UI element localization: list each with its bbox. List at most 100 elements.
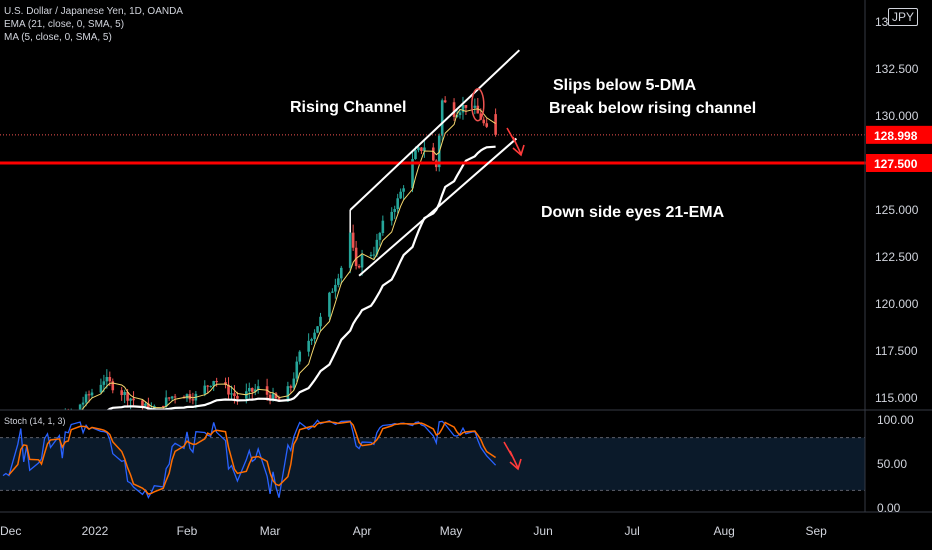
candle-body <box>230 393 233 395</box>
candle-body <box>298 351 302 362</box>
candle-body <box>120 390 123 396</box>
candle-body <box>354 247 358 266</box>
candle-body <box>440 100 444 136</box>
time-tick-label: Aug <box>713 524 734 538</box>
candle-body <box>334 284 337 292</box>
candle-body <box>274 393 278 399</box>
candle-body <box>99 384 103 393</box>
candle-body <box>167 397 171 399</box>
candle-body <box>132 398 135 401</box>
candle-body <box>378 233 382 240</box>
stoch-legend: Stoch (14, 1, 3) <box>4 416 66 426</box>
stoch-tick-label: 50.00 <box>877 457 907 471</box>
time-tick-label: Sep <box>805 524 827 538</box>
candle-body <box>292 378 296 388</box>
candle-body <box>414 150 417 160</box>
candle-body <box>461 104 465 113</box>
candle-body <box>494 114 497 135</box>
candle-body <box>256 386 260 390</box>
candle-body <box>417 147 420 151</box>
candle-body <box>141 400 144 406</box>
break-channel-annotation: Break below rising channel <box>549 100 757 117</box>
candle-body <box>372 254 376 256</box>
currency-button[interactable]: JPY <box>887 8 918 26</box>
candle-body <box>233 393 236 397</box>
price-tick-label: 117.500 <box>875 344 918 358</box>
candle-body <box>423 147 426 151</box>
candle-body <box>203 385 207 394</box>
candle-body <box>319 316 322 327</box>
candle-body <box>289 386 293 388</box>
candle-body <box>396 198 399 210</box>
time-tick-label: May <box>440 524 463 538</box>
channel-upper-line[interactable] <box>349 49 521 211</box>
last-price-badge <box>866 125 932 144</box>
candle-body <box>84 394 88 403</box>
candle-body <box>337 278 340 285</box>
candle-body <box>431 147 435 161</box>
candle-body <box>390 211 394 221</box>
candle-body <box>108 376 112 382</box>
stochastic-pane[interactable] <box>0 410 865 512</box>
candle-body <box>476 105 480 114</box>
candle-body <box>102 381 106 385</box>
price-plot <box>0 96 865 410</box>
candle-body <box>78 404 82 410</box>
candle-body <box>464 104 468 108</box>
candle-body <box>331 291 334 293</box>
candle-body <box>161 405 165 407</box>
stoch-d-line <box>8 420 497 495</box>
time-tick-label: Apr <box>353 524 372 538</box>
last-price-label: 128.998 <box>874 129 918 143</box>
symbol-title: U.S. Dollar / Japanese Yen, 1D, OANDA <box>4 6 183 17</box>
candle-body <box>224 382 227 385</box>
stoch-tick-label: 100.00 <box>877 413 914 427</box>
stoch-down-arrow-head <box>509 458 522 471</box>
time-tick-label: Mar <box>260 524 281 538</box>
axes: 115.000 117.500 120.000 122.500 125.000 130.0… <box>0 0 932 538</box>
candle-body <box>206 385 210 387</box>
candle-body <box>144 403 147 406</box>
candle-body <box>485 123 489 127</box>
candle-body <box>351 232 355 248</box>
candle-body <box>339 267 343 279</box>
candle-body <box>473 105 477 108</box>
candle-body <box>393 209 397 212</box>
candle-body <box>173 396 177 398</box>
candle-body <box>458 112 462 116</box>
time-tick-label: Dec <box>0 524 21 538</box>
candle-body <box>482 119 486 124</box>
time-tick-label: Jun <box>533 524 552 538</box>
slips-below-annotation: Slips below 5-DMA <box>553 77 697 94</box>
candle-body <box>185 394 189 399</box>
candle-body <box>411 159 414 189</box>
top-highlight-ellipse <box>471 87 485 122</box>
channel-lower-line[interactable] <box>358 137 518 277</box>
candle-body <box>191 399 195 401</box>
candle-body <box>209 385 213 387</box>
candle-body <box>271 393 275 401</box>
candle-body <box>170 396 174 399</box>
candle-body <box>443 100 447 103</box>
stoch-down-arrow-stroke <box>503 441 519 469</box>
candle-body <box>328 292 331 317</box>
candle-body <box>105 376 109 382</box>
ema21-line <box>106 145 496 410</box>
candle-body <box>111 381 115 391</box>
candle-body <box>227 384 230 395</box>
candle-body <box>123 392 126 396</box>
candle-body <box>147 403 150 410</box>
level-price-badge <box>866 154 932 172</box>
candle-body <box>268 394 272 401</box>
candle-body <box>316 326 319 333</box>
candle-body <box>212 381 215 386</box>
price-tick-label: 130.000 <box>875 109 919 123</box>
candle-body <box>357 265 361 268</box>
price-pane[interactable] <box>0 49 932 438</box>
candle-body <box>420 147 423 151</box>
candle-body <box>375 239 379 255</box>
candle-body <box>348 232 352 268</box>
candle-body <box>479 113 483 120</box>
price-tick-label: 115.000 <box>875 391 918 405</box>
